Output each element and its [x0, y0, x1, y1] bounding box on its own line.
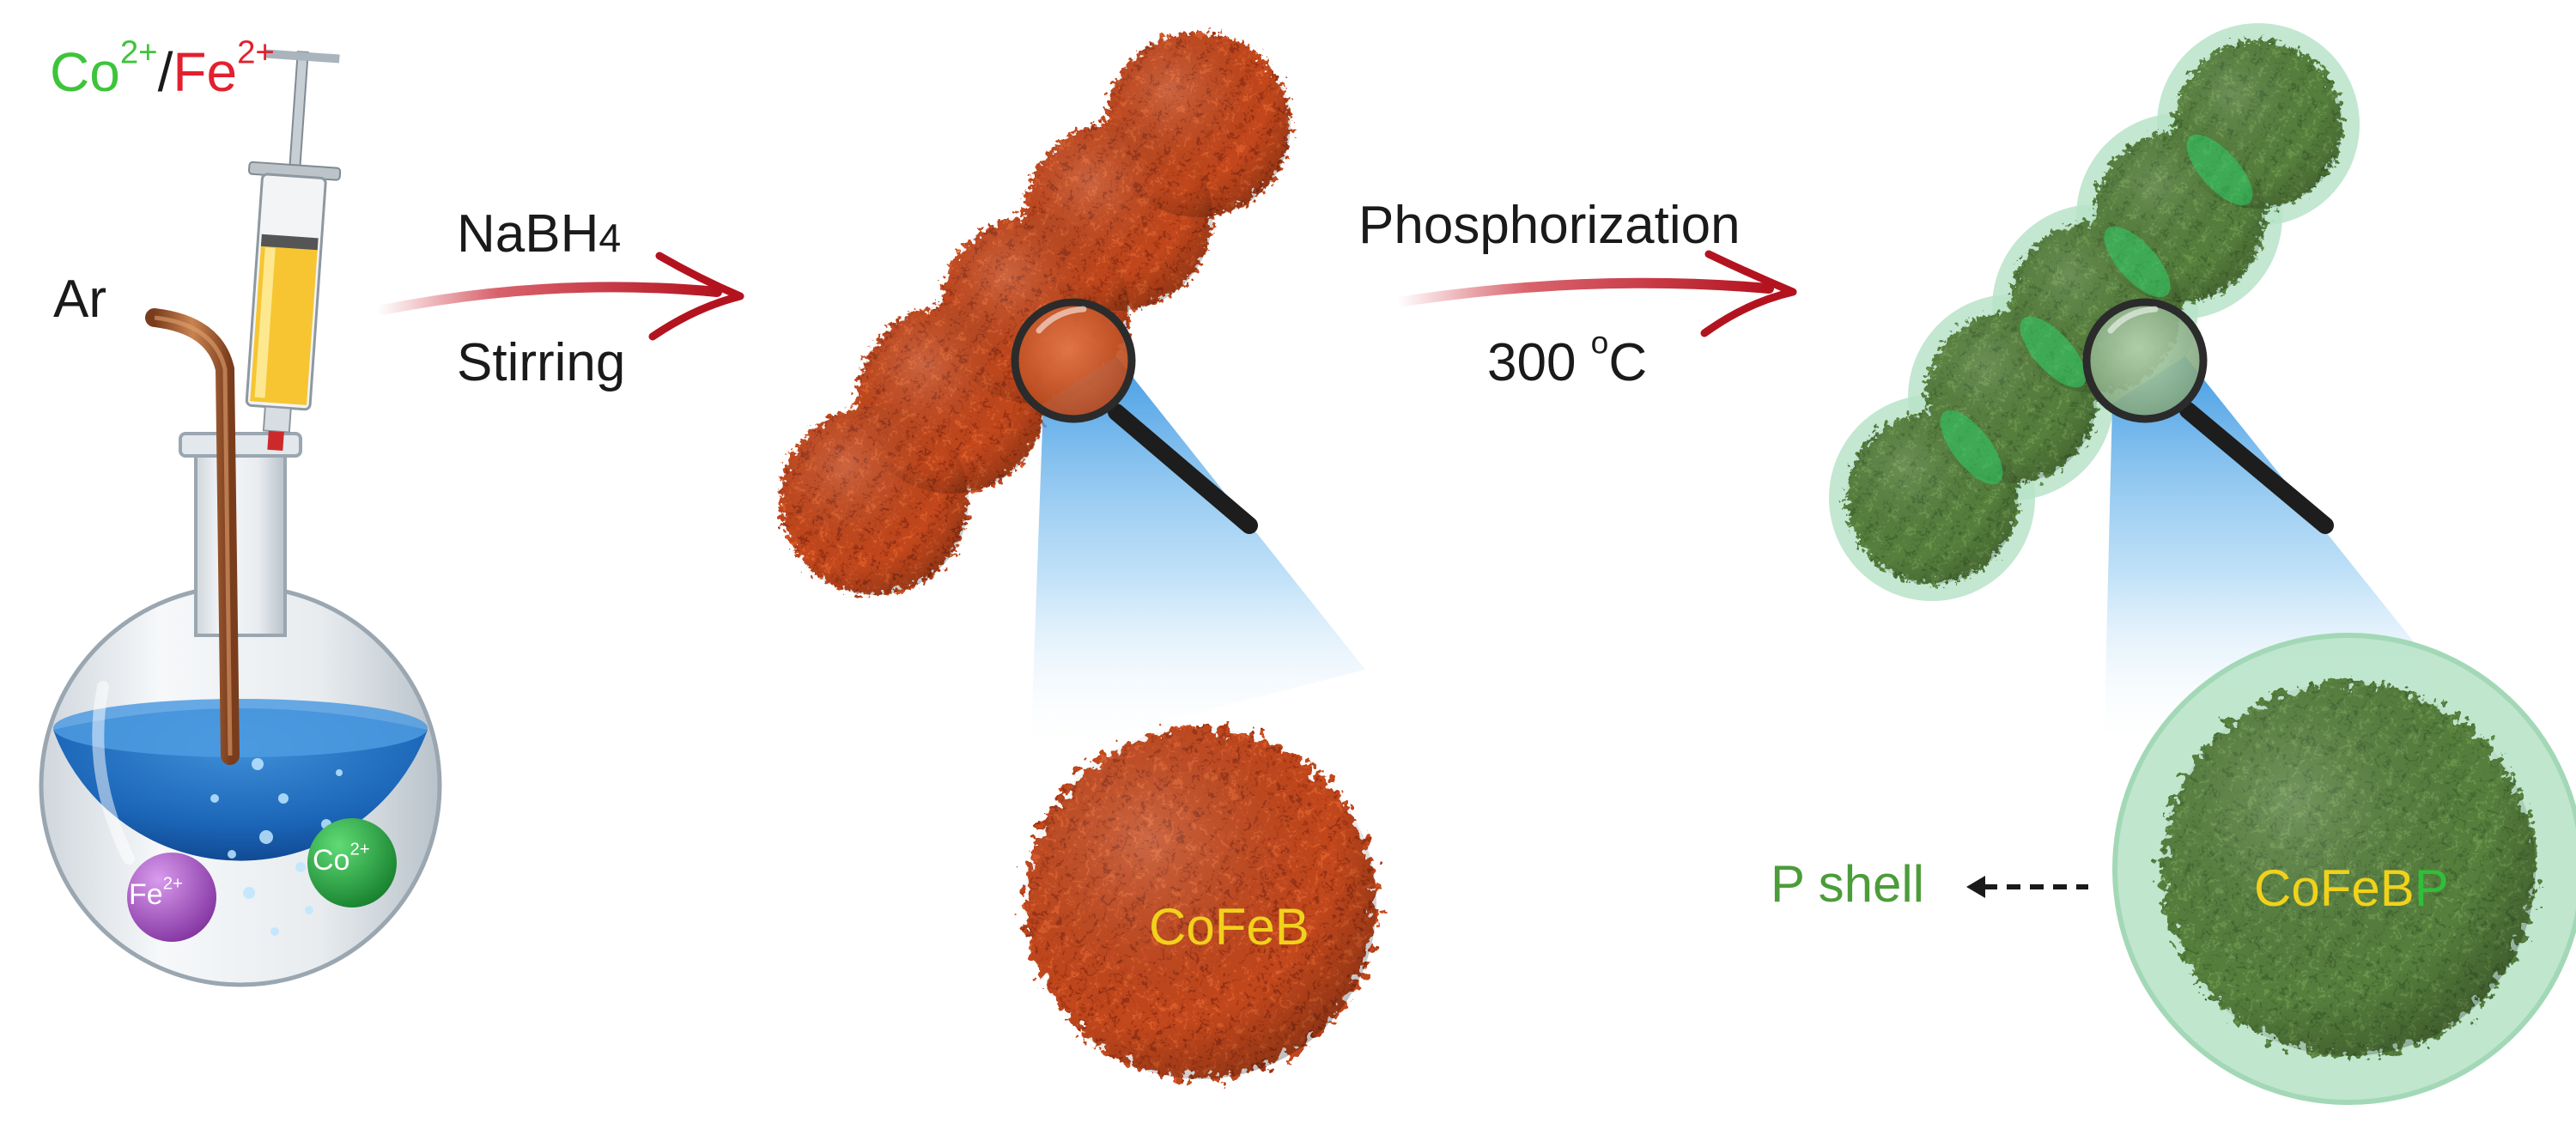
- fe-ion: [127, 853, 216, 942]
- temperature-unit: C: [1608, 333, 1648, 392]
- magnifier-icon-2: [2082, 298, 2334, 534]
- precursor-label: Co2+/Fe2+: [50, 36, 275, 100]
- co-ion-label: Co2+: [313, 841, 370, 877]
- co-label: Co: [50, 41, 120, 103]
- step1-reagent: NaBH4: [457, 208, 621, 261]
- reaction-arrow-2: [1393, 250, 1797, 337]
- p-shell-pointer: [1966, 876, 2088, 898]
- step2-process: Phosphorization: [1358, 196, 1741, 255]
- step1-condition: Stirring: [457, 333, 626, 392]
- fe-charge: 2+: [237, 33, 275, 71]
- syringe-icon: [245, 49, 342, 452]
- reagent-subscript: 4: [598, 215, 622, 260]
- fe-ion-charge: 2+: [162, 874, 183, 894]
- argon-tube-icon: [145, 308, 240, 765]
- fe-ion-symbol: Fe: [129, 878, 163, 911]
- co-ion: [307, 818, 397, 907]
- precursor-separator: /: [157, 41, 173, 103]
- co-ion-symbol: Co: [313, 844, 350, 877]
- fe-ion-label: Fe2+: [129, 875, 183, 911]
- cofeb-label: CoFeB: [1149, 898, 1309, 956]
- cofebp-particle: [2112, 633, 2576, 1105]
- step2-temperature: 300 oC: [1487, 326, 1647, 390]
- p-shell-label: P shell: [1771, 855, 1925, 913]
- cofeb-particle: [1024, 727, 1376, 1079]
- flask-icon: [39, 432, 442, 987]
- co-charge: 2+: [119, 33, 158, 71]
- reaction-arrow-1: [373, 252, 744, 341]
- temperature-value: 300: [1487, 333, 1591, 392]
- cofebp-p-label: P: [2414, 859, 2449, 917]
- magnifier-icon: [1011, 298, 1258, 534]
- fe-label: Fe: [173, 41, 238, 103]
- zoom-beam-1: [1030, 356, 1365, 756]
- cofebp-core-label: CoFeB: [2254, 859, 2415, 917]
- reagent-formula: NaBH: [457, 204, 599, 264]
- argon-label: Ar: [53, 270, 106, 329]
- temperature-degree: o: [1590, 324, 1609, 361]
- co-ion-charge: 2+: [349, 840, 370, 859]
- cofebp-label: CoFeBP: [2254, 863, 2449, 914]
